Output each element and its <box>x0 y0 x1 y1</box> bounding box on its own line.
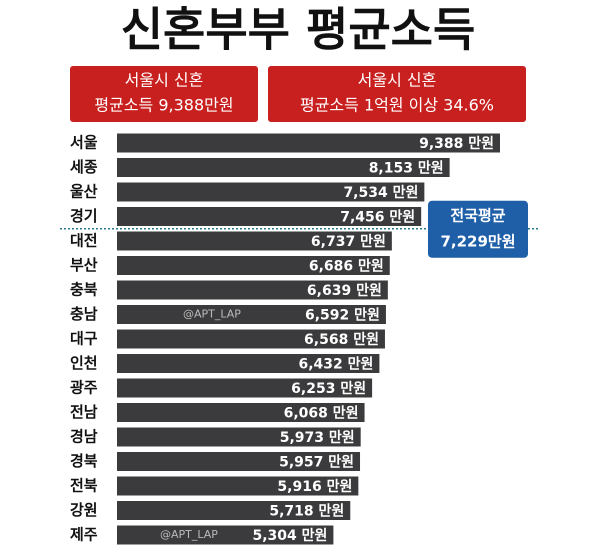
bar <box>117 305 386 324</box>
value-label: 6,737 만원 <box>311 234 386 250</box>
value-label: 5,718 만원 <box>269 504 344 520</box>
average-label: 전국평균 <box>450 206 505 224</box>
category-label: 충북 <box>70 281 98 299</box>
category-label: 제주 <box>70 526 98 544</box>
value-label: 6,686 만원 <box>309 259 384 275</box>
bar <box>117 525 334 545</box>
category-label: 강원 <box>70 501 98 519</box>
bar <box>117 256 390 275</box>
bar <box>117 280 388 300</box>
value-label: 7,534 만원 <box>343 185 418 201</box>
category-label: 서울 <box>70 134 98 152</box>
value-label: 8,153 만원 <box>369 161 444 177</box>
category-label: 세종 <box>70 158 98 176</box>
category-label: 전북 <box>70 477 98 495</box>
value-label: 5,973 만원 <box>280 430 355 446</box>
value-label: 6,068 만원 <box>284 406 359 422</box>
category-label: 대구 <box>70 330 98 348</box>
bar <box>117 427 361 447</box>
bar <box>117 158 450 177</box>
value-label: 9,388 만원 <box>419 136 494 152</box>
bar <box>117 329 385 349</box>
bar <box>117 476 359 496</box>
annotation-text: 서울시 신혼 <box>358 71 437 90</box>
category-label: 부산 <box>70 256 98 274</box>
watermark: @APT_LAP <box>183 308 241 321</box>
category-label: 대전 <box>70 232 98 250</box>
watermark: @APT_LAP <box>160 528 218 541</box>
value-label: 6,253 만원 <box>291 381 366 397</box>
value-label: 5,957 만원 <box>279 455 354 471</box>
value-label: 5,304 만원 <box>252 528 327 544</box>
bar <box>117 231 392 251</box>
chart-title: 신혼부부 평균소득 <box>121 3 476 57</box>
value-label: 5,916 만원 <box>277 479 352 495</box>
bar <box>117 354 380 373</box>
annotation-text: 서울시 신혼 <box>125 71 204 90</box>
annotation-box <box>268 66 526 122</box>
value-label: 6,568 만원 <box>304 332 379 348</box>
category-label: 충남 <box>70 305 98 323</box>
average-box <box>428 200 528 258</box>
value-label: 6,592 만원 <box>305 308 380 324</box>
category-label: 광주 <box>70 379 98 397</box>
category-label: 경남 <box>70 428 98 446</box>
category-label: 울산 <box>70 183 98 201</box>
annotation-box <box>70 66 258 122</box>
bar <box>117 133 500 153</box>
bar <box>117 403 365 422</box>
category-label: 인천 <box>70 354 98 372</box>
annotation-text: 평균소득 9,388만원 <box>94 96 233 115</box>
value-label: 6,639 만원 <box>307 283 382 299</box>
category-label: 경기 <box>70 207 98 225</box>
bar <box>117 182 425 202</box>
category-label: 경북 <box>70 452 98 470</box>
annotation-text: 평균소득 1억원 이상 34.6% <box>300 96 494 115</box>
value-label: 6,432 만원 <box>298 357 373 373</box>
bar <box>117 207 422 226</box>
bar <box>117 378 373 398</box>
value-label: 7,456 만원 <box>340 210 415 226</box>
bar <box>117 452 361 471</box>
average-value: 7,229만원 <box>440 232 515 250</box>
bar <box>117 501 351 520</box>
category-label: 전남 <box>70 403 98 421</box>
